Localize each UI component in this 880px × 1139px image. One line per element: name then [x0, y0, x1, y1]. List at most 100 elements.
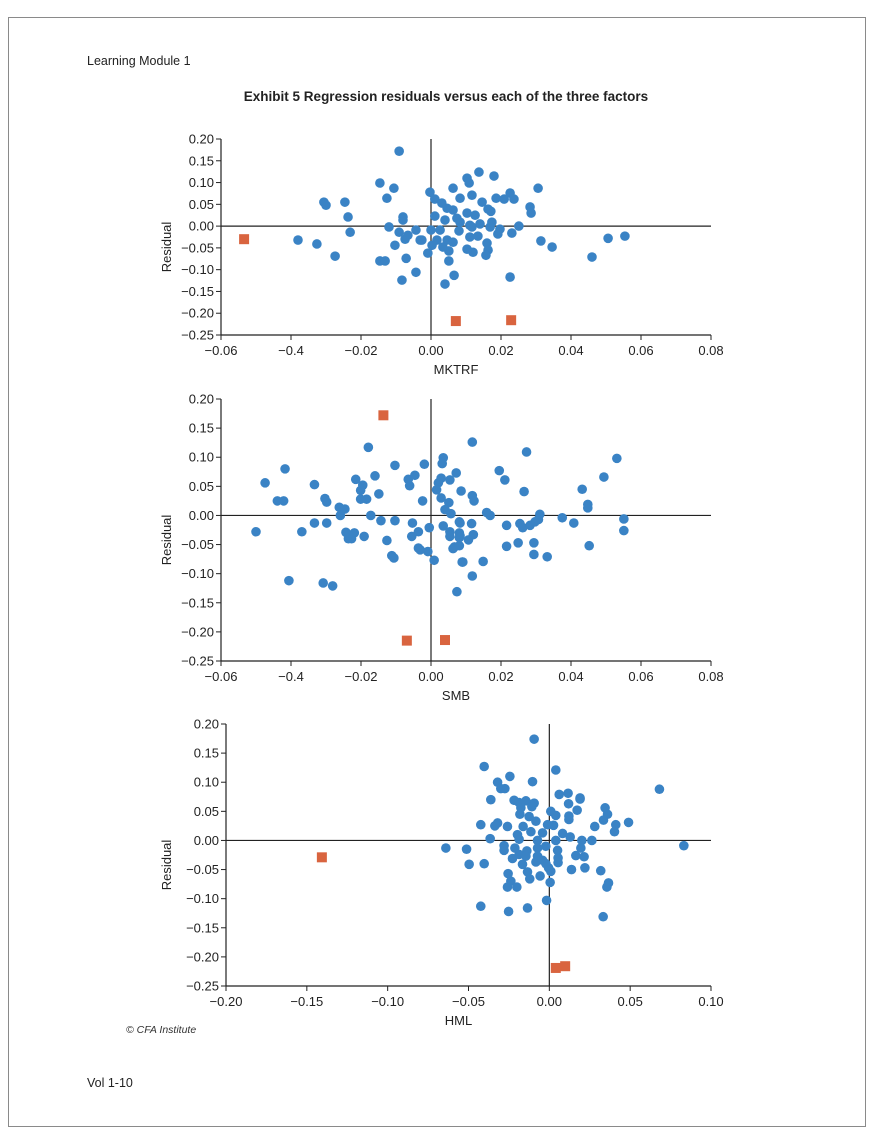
data-point	[346, 533, 357, 544]
y-tick-label: 0.15	[189, 421, 214, 436]
data-point	[587, 252, 597, 262]
data-point	[467, 571, 478, 581]
running-head: Learning Module 1	[87, 54, 191, 68]
x-tick-label: −0.10	[371, 994, 404, 1009]
data-point	[411, 267, 421, 278]
data-point	[474, 167, 484, 177]
page-frame	[8, 17, 866, 1127]
data-point	[330, 251, 340, 261]
x-tick-label: 0.00	[418, 343, 443, 358]
data-point	[363, 442, 374, 453]
y-axis-label: Residual	[159, 840, 174, 891]
data-point	[553, 857, 563, 868]
data-point	[464, 859, 474, 870]
data-point	[598, 815, 609, 825]
data-point	[501, 541, 512, 552]
data-point	[321, 200, 331, 211]
x-tick-label: 0.06	[628, 669, 653, 684]
data-point	[517, 522, 528, 533]
data-point	[466, 518, 477, 529]
data-point	[503, 868, 513, 879]
x-tick-label: −0.20	[210, 994, 243, 1009]
data-point	[503, 906, 514, 917]
data-point	[375, 178, 385, 188]
data-point	[529, 549, 539, 560]
data-point	[526, 208, 536, 218]
data-point	[599, 472, 609, 482]
outlier-point	[560, 961, 571, 972]
data-point	[394, 146, 404, 156]
data-point	[514, 834, 524, 845]
y-tick-label: −0.10	[181, 262, 214, 277]
chart-hml: 0.20 0.15 0.10 0.05 0.00 −0.05 −0.10 −0.15 −0.20…	[159, 717, 724, 1029]
data-point	[309, 479, 320, 490]
data-point	[448, 237, 458, 248]
data-point	[382, 535, 392, 546]
y-tick-label: −0.05	[186, 862, 219, 877]
data-point	[540, 841, 551, 852]
data-point	[529, 734, 539, 744]
data-point	[475, 819, 486, 830]
data-point	[515, 809, 525, 820]
y-tick-label: −0.15	[181, 595, 214, 610]
data-point	[505, 272, 515, 282]
data-point	[595, 865, 606, 876]
data-point	[458, 557, 468, 567]
data-point	[576, 843, 586, 853]
x-tick-label: 0.02	[488, 669, 513, 684]
data-point	[481, 250, 491, 261]
data-point	[577, 484, 587, 495]
data-point	[485, 833, 495, 844]
data-point	[612, 453, 622, 464]
data-point	[489, 171, 499, 181]
outlier-point	[401, 635, 412, 646]
y-axis-label: Residual	[159, 515, 174, 566]
data-point	[620, 231, 630, 241]
x-tick-label: 0.04	[558, 669, 583, 684]
x-tick-label: 0.08	[698, 343, 723, 358]
data-point	[321, 497, 332, 507]
x-tick-label: 0.04	[558, 343, 583, 358]
data-point	[407, 518, 418, 528]
data-point	[415, 544, 425, 555]
data-point	[423, 248, 433, 258]
data-point	[361, 494, 372, 504]
y-tick-label: 0.05	[194, 804, 219, 819]
data-point	[623, 817, 634, 828]
outlier-point	[440, 635, 450, 646]
data-point	[491, 193, 501, 204]
x-tick-label: −0.02	[345, 669, 378, 684]
data-point	[366, 510, 376, 521]
data-point	[465, 232, 475, 242]
data-point	[505, 771, 515, 782]
data-point	[521, 796, 531, 806]
source-credit: © CFA Institute	[126, 1024, 197, 1036]
data-point	[419, 459, 430, 470]
data-point	[454, 532, 465, 543]
y-tick-label: −0.20	[181, 624, 214, 639]
data-point	[424, 522, 435, 533]
data-point	[473, 231, 483, 241]
data-point	[502, 821, 513, 832]
data-point	[572, 805, 582, 815]
x-axis-label: HML	[445, 1013, 472, 1028]
y-tick-label: 0.10	[189, 450, 214, 465]
data-point	[448, 543, 458, 554]
data-point	[455, 193, 465, 204]
x-tick-label: −0.06	[205, 669, 238, 684]
data-point	[500, 783, 510, 794]
x-axis-label: MKTRF	[434, 362, 479, 377]
data-point	[479, 761, 489, 772]
chart-smb: 0.20 0.15 0.10 0.05 0.00 −0.05 −0.10 −0.15 −0.20…	[159, 392, 724, 704]
data-point	[547, 242, 557, 252]
data-point	[609, 826, 620, 837]
x-tick-label: −0.06	[205, 343, 238, 358]
data-point	[297, 526, 307, 537]
data-point	[401, 253, 411, 264]
data-point	[507, 853, 518, 864]
data-point	[584, 540, 594, 551]
data-point	[521, 851, 531, 861]
y-tick-label: −0.15	[186, 920, 219, 935]
data-point	[380, 256, 390, 266]
y-tick-label: −0.05	[181, 537, 214, 552]
